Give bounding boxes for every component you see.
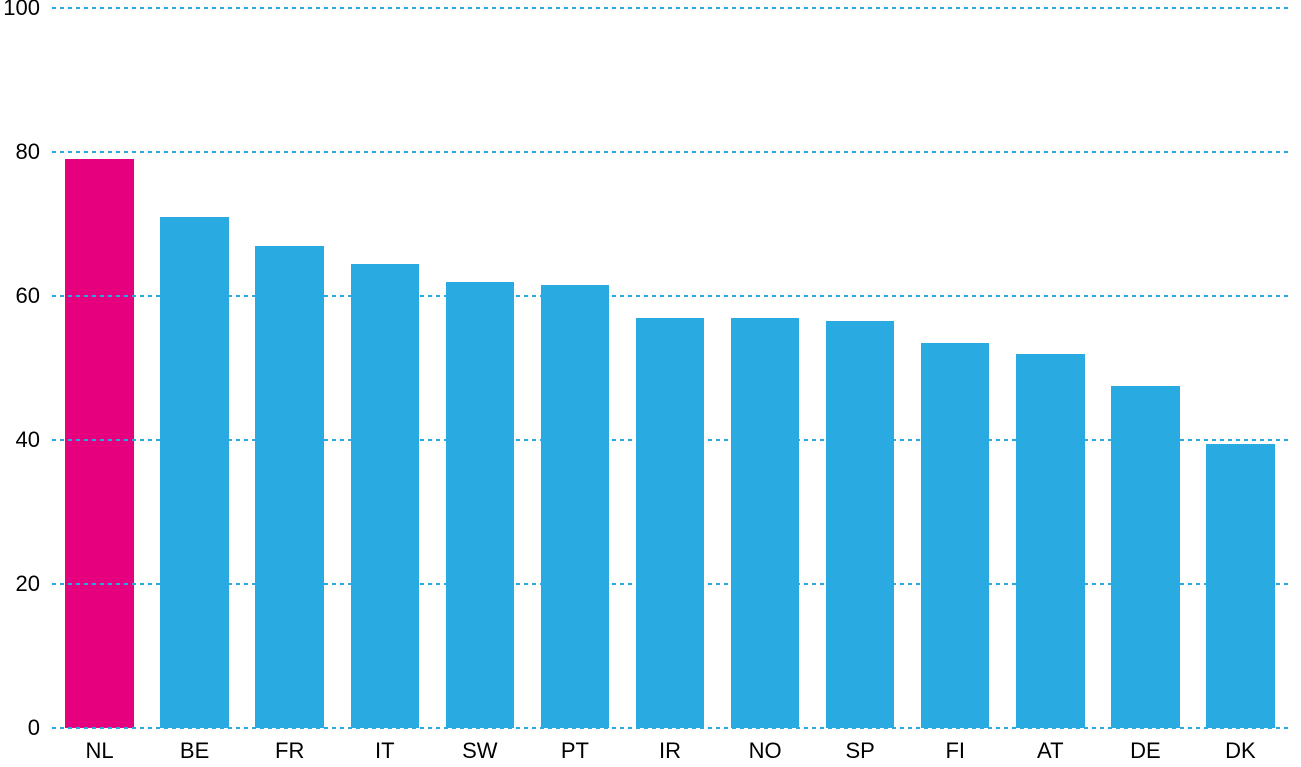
gridline [52, 583, 1288, 585]
gridline [52, 439, 1288, 441]
bar-chart: 0 20 40 60 80 100 NL BE FR IT SW PT IR NO SP FI AT DE DK [0, 0, 1301, 767]
y-tick-label: 80 [0, 139, 40, 165]
y-tick-label: 100 [0, 0, 40, 21]
bar [160, 217, 228, 728]
bar [1016, 354, 1084, 728]
x-tick-label: DE [1130, 738, 1161, 764]
bar [826, 321, 894, 728]
gridline [52, 295, 1288, 297]
x-tick-label: FR [275, 738, 304, 764]
gridline [52, 151, 1288, 153]
x-tick-label: BE [180, 738, 209, 764]
plot-area [52, 8, 1288, 728]
x-tick-label: FI [945, 738, 965, 764]
x-tick-label: PT [561, 738, 589, 764]
gridline [52, 727, 1288, 729]
bar [541, 285, 609, 728]
y-tick-label: 60 [0, 283, 40, 309]
bar [65, 159, 133, 728]
gridline [52, 7, 1288, 9]
y-tick-label: 20 [0, 571, 40, 597]
x-tick-label: DK [1225, 738, 1256, 764]
x-tick-label: NO [749, 738, 782, 764]
bar [446, 282, 514, 728]
x-tick-label: AT [1037, 738, 1063, 764]
bar [1111, 386, 1179, 728]
y-tick-label: 0 [0, 715, 40, 741]
x-tick-label: SW [462, 738, 497, 764]
bars-layer [52, 8, 1288, 728]
bar [255, 246, 323, 728]
x-tick-label: SP [845, 738, 874, 764]
bar [731, 318, 799, 728]
bar [351, 264, 419, 728]
x-tick-label: NL [85, 738, 113, 764]
bar [636, 318, 704, 728]
x-tick-label: IR [659, 738, 681, 764]
y-tick-label: 40 [0, 427, 40, 453]
bar [921, 343, 989, 728]
x-tick-label: IT [375, 738, 395, 764]
bar [1206, 444, 1274, 728]
